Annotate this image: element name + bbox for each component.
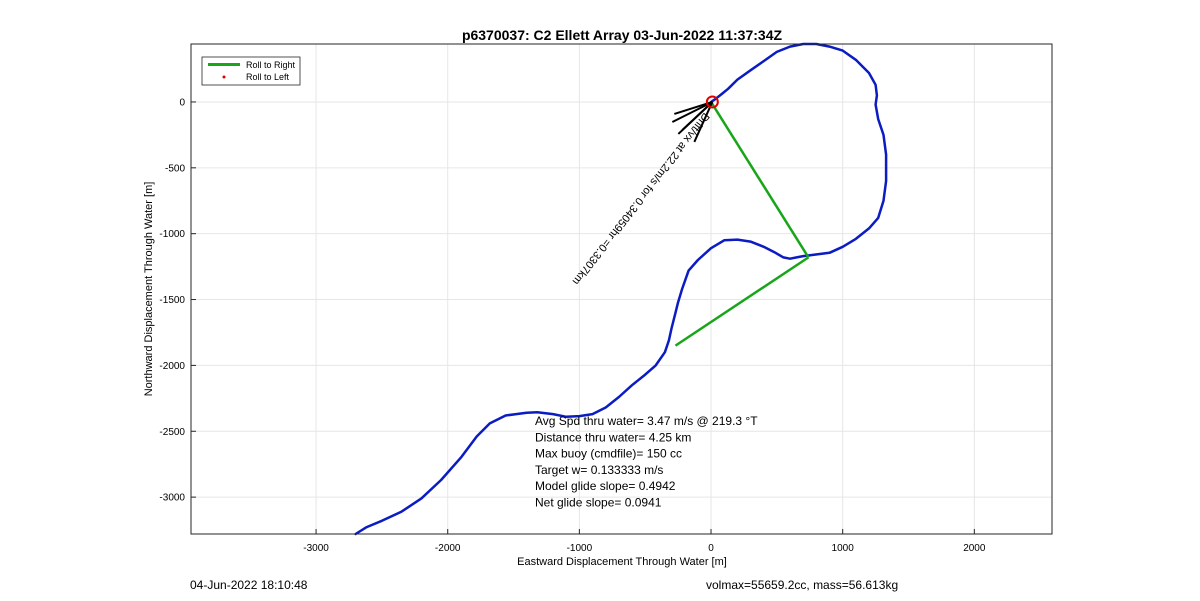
y-tick-label: -2500 <box>159 427 185 438</box>
grid-y <box>191 101 1052 498</box>
legend-label-roll-right: Roll to Right <box>246 60 296 70</box>
y-tick-label: -3000 <box>159 493 185 504</box>
y-tick-label: -2000 <box>159 361 185 372</box>
x-axis-label: Eastward Displacement Through Water [m] <box>517 556 727 568</box>
chart-title: p6370037: C2 Ellett Array 03-Jun-2022 11… <box>462 27 783 43</box>
start-marker <box>705 95 719 109</box>
drift-vector-line <box>674 101 713 115</box>
y-tick-label: -1000 <box>159 229 185 240</box>
x-tick-labels: -3000 -2000 -1000 0 1000 2000 <box>303 529 986 554</box>
roll-right-segment <box>674 256 810 347</box>
drift-vector-line <box>671 101 713 123</box>
legend-box <box>201 56 301 86</box>
y-tick-labels: -3000 -2500 -2000 -1500 -1000 -500 0 <box>159 97 196 504</box>
stats-block: Avg Spd thru water= 3.47 m/s @ 219.3 °T D… <box>535 414 758 510</box>
legend-label-roll-left: Roll to Left <box>246 72 290 82</box>
stats-line: Distance thru water= 4.25 km <box>535 430 691 444</box>
grid-x <box>315 44 975 534</box>
y-tick-label: -500 <box>165 163 185 174</box>
plot-area <box>190 42 1053 536</box>
stats-line: Target w= 0.133333 m/s <box>535 463 663 477</box>
series-layer <box>354 42 888 536</box>
footer-date: 04-Jun-2022 18:10:48 <box>190 578 308 592</box>
x-tick-label: -2000 <box>435 543 461 554</box>
legend-swatch-roll-left <box>222 75 226 79</box>
stats-line: Avg Spd thru water= 3.47 m/s @ 219.3 °T <box>535 414 758 428</box>
stats-line: Net glide slope= 0.0941 <box>535 496 662 510</box>
footer-summary: volmax=55659.2cc, mass=56.613kg <box>706 578 899 592</box>
stats-line: Model glide slope= 0.4942 <box>535 479 676 493</box>
drift-vector-line <box>693 101 714 143</box>
plot-frame <box>190 43 1053 535</box>
legend: Roll to Right Roll to Left <box>201 56 301 86</box>
y-axis-label: Northward Displacement Through Water [m] <box>143 182 155 397</box>
drift-vector-line <box>677 101 714 135</box>
x-tick-label: 0 <box>708 543 714 554</box>
y-tick-label: -1500 <box>159 295 185 306</box>
glider-track-line <box>354 42 888 536</box>
roll-right-segment <box>709 101 810 259</box>
y-tick-label: 0 <box>179 97 185 108</box>
x-tick-label: 2000 <box>963 543 986 554</box>
x-tick-label: -3000 <box>303 543 329 554</box>
x-tick-label: 1000 <box>832 543 855 554</box>
x-tick-label: -1000 <box>567 543 593 554</box>
stats-line: Max buoy (cmdfile)= 150 cc <box>535 447 682 461</box>
